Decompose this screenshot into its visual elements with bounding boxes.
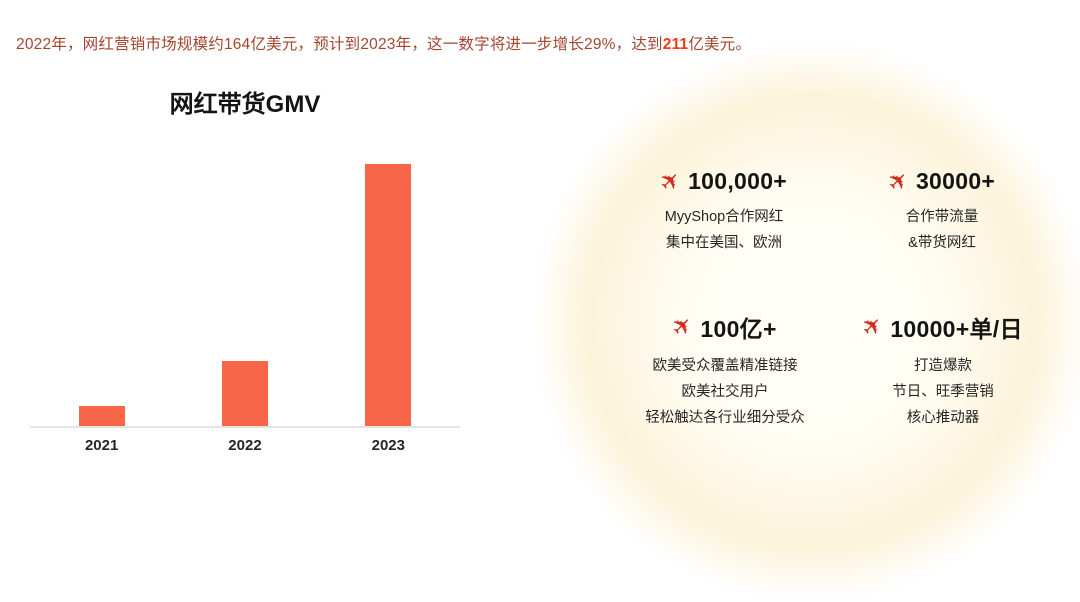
- chart-x-axis: 2021 2022 2023: [30, 437, 460, 454]
- stat-value: 30000+: [915, 168, 996, 194]
- x-tick-label: 2021: [84, 437, 119, 454]
- stat-line: 欧美受众覆盖精准链接: [652, 358, 798, 374]
- headline-highlight: 211: [662, 36, 689, 53]
- stat-description: 打造爆款 节日、旺季营销 核心推动器: [892, 353, 994, 431]
- stat-block-partner-influencers: ✈ 100,000+ MyyShop合作网红 集中在美国、欧洲: [608, 164, 840, 256]
- chart-bar-2022: [221, 361, 268, 426]
- stat-line: 欧美社交用户: [681, 384, 769, 400]
- chart-title: 网红带货GMV: [169, 91, 321, 118]
- stat-description: MyyShop合作网红 集中在美国、欧洲: [665, 204, 783, 256]
- airplane-icon: ✈: [856, 309, 890, 344]
- stat-description: 欧美受众覆盖精准链接 欧美社交用户 轻松触达各行业细分受众: [645, 353, 805, 431]
- stat-line: 轻松触达各行业细分受众: [645, 410, 805, 426]
- stat-value: 10000+单/日: [890, 316, 1023, 342]
- airplane-icon: ✈: [653, 164, 688, 198]
- stat-block-traffic-influencers: ✈ 30000+ 合作带流量 &带货网红: [842, 164, 1042, 256]
- x-tick-label: 2022: [228, 437, 262, 454]
- chart-plot-area: [30, 158, 460, 428]
- stat-description: 合作带流量 &带货网红: [906, 204, 979, 256]
- headline-text: 2022年，网红营销市场规模约164亿美元，预计到2023年，这一数字将进一步增…: [16, 36, 663, 53]
- stat-line: 打造爆款: [914, 358, 972, 374]
- airplane-icon: ✈: [666, 309, 700, 344]
- stat-line: 集中在美国、欧洲: [665, 235, 782, 251]
- airplane-icon: ✈: [881, 164, 916, 198]
- stat-header: ✈ 100,000+: [654, 164, 788, 197]
- glow-circle-background: [532, 42, 1080, 602]
- stat-line: &带货网红: [908, 235, 976, 251]
- stat-header: ✈ 10000+单/日: [856, 310, 1023, 344]
- x-tick-label: 2023: [371, 437, 405, 454]
- stat-header: ✈ 100亿+: [666, 310, 777, 344]
- stat-line: 合作带流量: [905, 209, 979, 225]
- stat-line: MyyShop合作网红: [664, 209, 784, 225]
- stat-value: 100,000+: [688, 168, 788, 194]
- chart-bar-2023: [365, 164, 412, 426]
- stat-line: 节日、旺季营销: [892, 384, 994, 400]
- headline: 2022年，网红营销市场规模约164亿美元，预计到2023年，这一数字将进一步增…: [16, 32, 1066, 54]
- chart-bar-2021: [78, 406, 125, 426]
- stat-header: ✈ 30000+: [882, 164, 996, 197]
- gmv-bar-chart: 2021 2022 2023: [30, 158, 460, 454]
- stat-value: 100亿+: [700, 316, 777, 342]
- stat-line: 核心推动器: [906, 410, 980, 426]
- stat-block-daily-orders: ✈ 10000+单/日 打造爆款 节日、旺季营销 核心推动器: [832, 310, 1054, 431]
- stat-block-audience-reach: ✈ 100亿+ 欧美受众覆盖精准链接 欧美社交用户 轻松触达各行业细分受众: [600, 310, 850, 431]
- headline-suffix: 亿美元。: [688, 36, 752, 53]
